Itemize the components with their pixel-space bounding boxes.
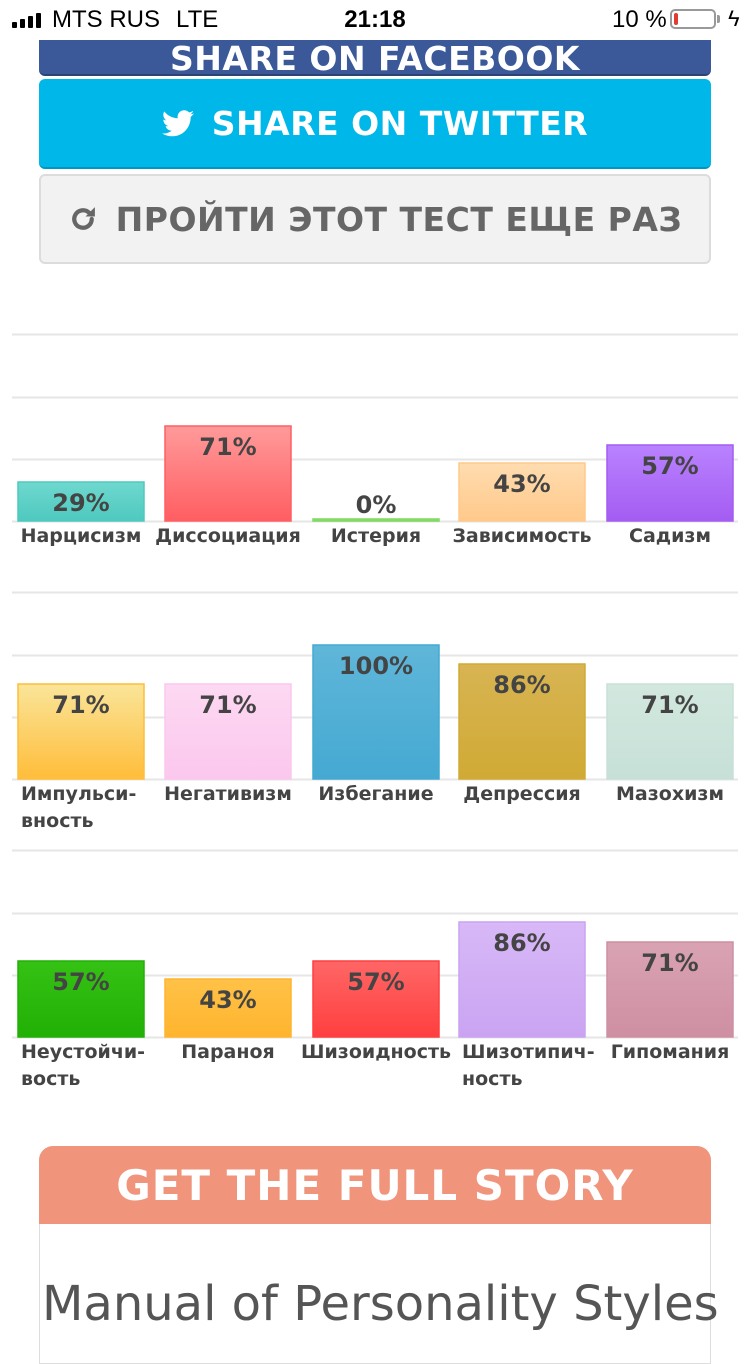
status-bar: MTS RUS LTE 21:18 10 % ϟ xyxy=(0,0,750,40)
bar-1-1 xyxy=(17,481,145,522)
bar-chart-1: 29% 71% 0% 43% 57% xyxy=(12,333,738,523)
signal-strength-icon xyxy=(12,12,41,28)
bar-category-label-line: Гипомания xyxy=(610,1041,730,1063)
bar-category-label-line: ность xyxy=(462,1068,523,1090)
bar-1-3 xyxy=(312,518,440,522)
bar-value-label: 71% xyxy=(199,433,256,461)
share-twitter-label: SHARE ON TWITTER xyxy=(211,103,589,143)
bar-3-3 xyxy=(312,960,440,1038)
bar-category-label-line: вность xyxy=(21,810,94,832)
bar-category-label-line: Негативизм xyxy=(164,783,292,805)
battery-icon xyxy=(670,9,716,29)
bar-category-label-line: Нарцисизм xyxy=(20,525,142,547)
bar-category-label: Шизотипич-ность xyxy=(462,1039,612,1093)
bar-3-4 xyxy=(458,921,586,1038)
bar-3-1 xyxy=(17,960,145,1038)
bar-category-label: Шизоидность xyxy=(301,1039,451,1066)
bar-value-label: 100% xyxy=(339,652,413,680)
bar-category-label: Зависимость xyxy=(447,523,597,550)
bar-category-label-line: Диссоциация xyxy=(155,525,301,547)
bar-category-label-line: Неустойчи- xyxy=(21,1041,146,1063)
network-type: LTE xyxy=(176,6,219,33)
promo-title[interactable]: Manual of Personality Styles xyxy=(42,1276,719,1332)
charging-bolt-icon: ϟ xyxy=(728,6,740,31)
bar-category-label: Параноя xyxy=(153,1039,303,1066)
bar-value-label: 57% xyxy=(52,968,109,996)
bar-category-label: Негативизм xyxy=(153,781,303,808)
bar-value-label: 0% xyxy=(356,491,397,519)
retake-test-button[interactable]: ПРОЙТИ ЭТОТ ТЕСТ ЕЩЕ РАЗ xyxy=(39,174,711,264)
share-twitter-button[interactable]: SHARE ON TWITTER xyxy=(39,79,711,169)
bar-3-5 xyxy=(606,941,734,1038)
bar-category-label: Гипомания xyxy=(595,1039,745,1066)
refresh-icon xyxy=(68,204,98,234)
bar-category-label: Мазохизм xyxy=(595,781,745,808)
carrier-name: MTS RUS xyxy=(52,6,160,33)
twitter-bird-icon xyxy=(161,109,194,137)
bar-1-2 xyxy=(164,425,292,522)
bar-2-1 xyxy=(17,683,145,780)
bar-value-label: 86% xyxy=(493,929,550,957)
bar-category-label-line: Параноя xyxy=(181,1041,275,1063)
bar-category-label: Нарцисизм xyxy=(6,523,156,550)
bar-chart-3: 57% 43% 57% 86% 71% xyxy=(12,849,738,1039)
bar-category-label-line: Истерия xyxy=(330,525,422,547)
bar-value-label: 29% xyxy=(52,489,109,517)
chart-row-3: 57% 43% 57% 86% 71% Неустойчи-вость Параноя Шиз… xyxy=(0,846,750,1096)
bar-category-label: Импульси-вность xyxy=(21,781,171,835)
bar-2-4 xyxy=(458,663,586,780)
bar-value-label: 71% xyxy=(641,691,698,719)
bar-value-label: 43% xyxy=(493,470,550,498)
bar-category-label: Неустойчи-вость xyxy=(21,1039,171,1093)
bar-chart-2: 71% 71% 100% 86% 71% xyxy=(12,591,738,781)
bar-category-label-line: Зависимость xyxy=(452,525,592,547)
battery-percent: 10 % xyxy=(612,6,667,33)
get-full-story-button[interactable]: GET THE FULL STORY xyxy=(39,1146,711,1224)
bar-category-label-line: Мазохизм xyxy=(616,783,724,805)
chart-row-1: 29% 71% 0% 43% 57% Нарцисизм Диссоциация Истери… xyxy=(0,330,750,550)
bar-category-label-line: Избегание xyxy=(318,783,434,805)
bar-value-label: 57% xyxy=(641,452,698,480)
bar-2-5 xyxy=(606,683,734,780)
bar-2-3 xyxy=(312,644,440,780)
bar-category-label: Истерия xyxy=(301,523,451,550)
bar-1-5 xyxy=(606,444,734,522)
bar-value-label: 86% xyxy=(493,671,550,699)
bar-value-label: 71% xyxy=(199,691,256,719)
bar-1-4 xyxy=(458,462,586,522)
bar-category-label-line: Депрессия xyxy=(463,783,581,805)
chart-row-2: 71% 71% 100% 86% 71% Импульси-вность Негативиз… xyxy=(0,588,750,838)
bar-3-2 xyxy=(164,978,292,1038)
bar-value-label: 43% xyxy=(199,986,256,1014)
bar-category-label-line: Садизм xyxy=(629,525,711,547)
bar-category-label-line: Шизоидность xyxy=(301,1041,452,1063)
bar-category-label: Депрессия xyxy=(447,781,597,808)
bar-value-label: 71% xyxy=(52,691,109,719)
bar-category-label: Избегание xyxy=(301,781,451,808)
bar-value-label: 71% xyxy=(641,949,698,977)
get-full-story-label: GET THE FULL STORY xyxy=(116,1160,634,1210)
share-facebook-label: SHARE ON FACEBOOK xyxy=(170,38,580,78)
bar-category-label-line: Импульси- xyxy=(21,783,137,805)
bar-2-2 xyxy=(164,683,292,780)
bar-category-label: Диссоциация xyxy=(153,523,303,550)
bar-category-label-line: Шизотипич- xyxy=(462,1041,595,1063)
bar-value-label: 57% xyxy=(347,968,404,996)
bar-category-label: Садизм xyxy=(595,523,745,550)
battery-tip xyxy=(717,15,720,23)
bar-category-label-line: вость xyxy=(21,1068,81,1090)
retake-test-label: ПРОЙТИ ЭТОТ ТЕСТ ЕЩЕ РАЗ xyxy=(115,199,683,239)
clock: 21:18 xyxy=(344,6,406,33)
